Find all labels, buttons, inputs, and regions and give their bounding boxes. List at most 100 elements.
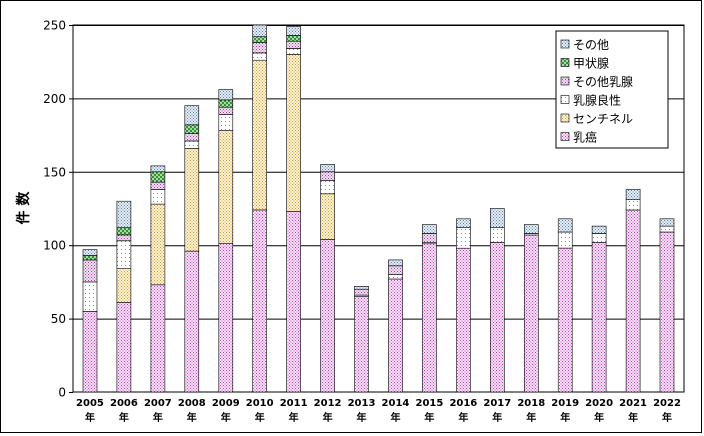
bar-segment bbox=[82, 281, 98, 312]
x-tick-label: 2013 bbox=[348, 398, 376, 409]
axis-layer: 0 50 100 150 200 250 2005 年 2006 年 2007 年 2008 年 2009 年… bbox=[43, 19, 681, 425]
y-axis-label: 件 数 bbox=[15, 191, 32, 225]
x-tick-suffix: 年 bbox=[526, 411, 536, 424]
bar-segment bbox=[218, 99, 234, 108]
bar-segment bbox=[116, 302, 132, 393]
x-tick-label: 2019 bbox=[551, 398, 579, 409]
legend-label: 乳腺良性 bbox=[573, 93, 621, 108]
bar-segment bbox=[150, 171, 166, 183]
x-tick-suffix: 年 bbox=[492, 411, 502, 424]
bar-segment bbox=[388, 274, 403, 280]
bar-segment bbox=[82, 249, 98, 256]
bar-segment bbox=[557, 231, 573, 249]
x-tick-label: 2014 bbox=[382, 398, 410, 409]
x-tick-label: 2022 bbox=[653, 398, 681, 409]
bar-segment bbox=[320, 171, 335, 181]
y-tick-label: 150 bbox=[43, 165, 66, 179]
y-tick-label: 0 bbox=[58, 386, 66, 400]
x-tick-label: 2005 bbox=[76, 398, 104, 409]
bar-segment bbox=[150, 284, 166, 393]
bar-segment bbox=[116, 240, 132, 270]
bar-segment bbox=[422, 243, 437, 393]
bar-segment bbox=[218, 243, 234, 393]
x-tick-suffix: 年 bbox=[187, 411, 197, 424]
bar-segment bbox=[557, 247, 573, 393]
bars-layer bbox=[82, 24, 675, 393]
x-tick-suffix: 年 bbox=[560, 411, 570, 424]
x-tick-label: 2010 bbox=[246, 398, 274, 409]
legend-swatch bbox=[560, 132, 570, 141]
legend-label: 乳癌 bbox=[573, 130, 597, 145]
bar-segment bbox=[489, 227, 505, 243]
bar-segment bbox=[625, 209, 641, 393]
bar-segment bbox=[82, 255, 98, 261]
bar-segment bbox=[591, 233, 607, 243]
bar-segment bbox=[184, 133, 200, 142]
bar-segment bbox=[489, 208, 505, 228]
bar-segment bbox=[184, 250, 200, 393]
legend-swatch bbox=[560, 39, 570, 49]
bar-segment bbox=[286, 26, 301, 36]
bar-segment bbox=[286, 211, 301, 393]
bar-segment bbox=[252, 36, 267, 43]
bar-segment bbox=[116, 200, 132, 228]
bar-segment bbox=[286, 54, 301, 212]
legend-label: その他 bbox=[573, 38, 609, 52]
y-tick-label: 200 bbox=[43, 92, 66, 106]
legend-swatch bbox=[560, 76, 570, 86]
bar-segment bbox=[252, 209, 267, 393]
bar-segment bbox=[320, 180, 335, 195]
x-tick-label: 2015 bbox=[415, 398, 443, 409]
bar-segment bbox=[116, 268, 132, 303]
bar-segment bbox=[218, 89, 234, 101]
x-tick-label: 2007 bbox=[144, 398, 172, 409]
bar-segment bbox=[388, 265, 403, 275]
bar-segment bbox=[625, 199, 641, 211]
bar-segment bbox=[320, 239, 335, 393]
bar-segment bbox=[625, 189, 641, 200]
bar-segment bbox=[218, 114, 234, 131]
bar-segment bbox=[82, 259, 98, 283]
bar-segment bbox=[422, 224, 437, 234]
x-tick-suffix: 年 bbox=[119, 411, 129, 424]
bar-segment bbox=[320, 164, 335, 173]
x-tick-suffix: 年 bbox=[458, 411, 468, 424]
x-tick-suffix: 年 bbox=[628, 411, 638, 424]
x-tick-suffix: 年 bbox=[390, 411, 400, 424]
x-tick-suffix: 年 bbox=[221, 411, 231, 424]
bar-segment bbox=[591, 242, 607, 393]
bar-segment bbox=[354, 288, 369, 296]
x-tick-label: 2009 bbox=[212, 398, 240, 409]
bar-segment bbox=[388, 278, 403, 393]
x-tick-label: 2008 bbox=[178, 398, 206, 409]
legend-swatch bbox=[560, 113, 570, 123]
y-tick-label: 250 bbox=[43, 19, 66, 33]
legend-box bbox=[555, 30, 669, 149]
x-tick-suffix: 年 bbox=[594, 411, 604, 424]
x-tick-suffix: 年 bbox=[289, 411, 299, 424]
bar-segment bbox=[150, 181, 166, 190]
bar-segment bbox=[591, 225, 607, 234]
bar-segment bbox=[252, 59, 267, 211]
x-tick-suffix: 年 bbox=[85, 411, 95, 424]
bar-segment bbox=[523, 234, 539, 393]
bar-segment bbox=[184, 105, 200, 126]
x-tick-suffix: 年 bbox=[153, 411, 163, 424]
bar-segment bbox=[252, 52, 267, 61]
x-tick-suffix: 年 bbox=[323, 411, 333, 424]
x-tick-label: 2021 bbox=[619, 398, 647, 409]
bar-segment bbox=[150, 203, 166, 286]
bar-segment bbox=[218, 106, 234, 115]
bar-segment bbox=[523, 224, 539, 234]
bar-segment bbox=[82, 310, 98, 393]
bar-segment bbox=[422, 233, 437, 243]
bar-segment bbox=[456, 218, 471, 228]
x-tick-label: 2006 bbox=[110, 398, 138, 409]
legend-swatch bbox=[560, 58, 570, 67]
bar-segment bbox=[489, 242, 505, 393]
legend-swatch bbox=[560, 95, 570, 104]
bar-segment bbox=[184, 148, 200, 252]
bar-segment bbox=[286, 48, 301, 55]
